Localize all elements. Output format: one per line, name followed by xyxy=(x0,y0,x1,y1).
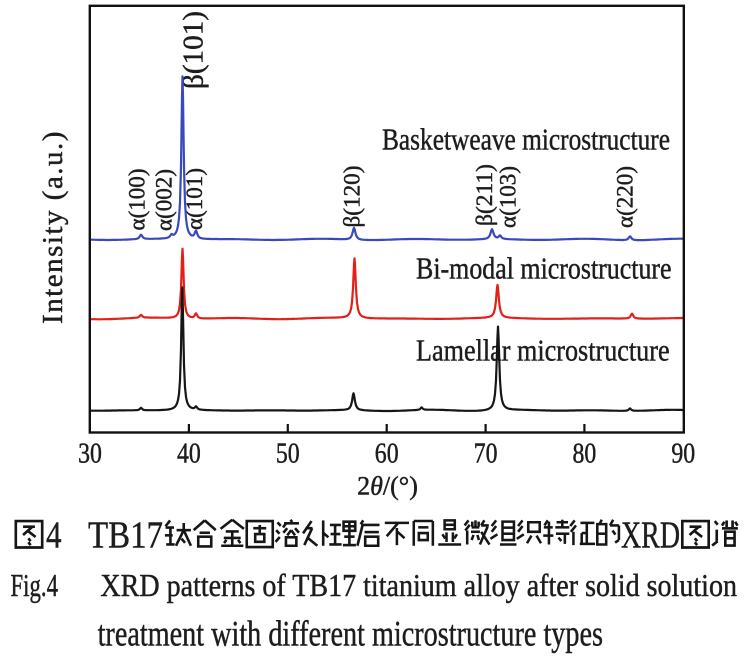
svg-text:α(220): α(220) xyxy=(613,166,638,228)
svg-text:80: 80 xyxy=(573,438,597,469)
svg-text:XRD: XRD xyxy=(621,514,680,556)
svg-text:2θ/(°): 2θ/(°) xyxy=(357,472,418,501)
svg-text:α(103): α(103) xyxy=(496,166,521,228)
svg-text:treatment with different micro: treatment with different microstructure … xyxy=(98,614,603,654)
svg-text:70: 70 xyxy=(474,438,498,469)
svg-text:XRD patterns of TB17 titanium: XRD patterns of TB17 titanium alloy afte… xyxy=(100,567,737,603)
svg-text:90: 90 xyxy=(671,438,695,469)
svg-text:β(211): β(211) xyxy=(472,164,497,226)
svg-text:50: 50 xyxy=(276,438,300,469)
svg-text:4: 4 xyxy=(46,514,62,556)
svg-text:Bi-modal microstructure: Bi-modal microstructure xyxy=(416,251,672,286)
svg-text:TB17: TB17 xyxy=(88,514,163,556)
svg-text:Basketweave microstructure: Basketweave microstructure xyxy=(382,122,670,157)
svg-text:β(120): β(120) xyxy=(340,166,365,228)
svg-text:Lamellar microstructure: Lamellar microstructure xyxy=(416,333,670,368)
svg-text:α(100): α(100) xyxy=(125,169,150,231)
svg-text:30: 30 xyxy=(78,438,102,469)
svg-text:40: 40 xyxy=(177,438,201,469)
svg-text:60: 60 xyxy=(375,438,399,469)
svg-text:Intensity (a.u.): Intensity (a.u.) xyxy=(37,130,69,324)
svg-text:Fig.4: Fig.4 xyxy=(11,567,59,603)
svg-text:α(002): α(002) xyxy=(152,169,177,231)
